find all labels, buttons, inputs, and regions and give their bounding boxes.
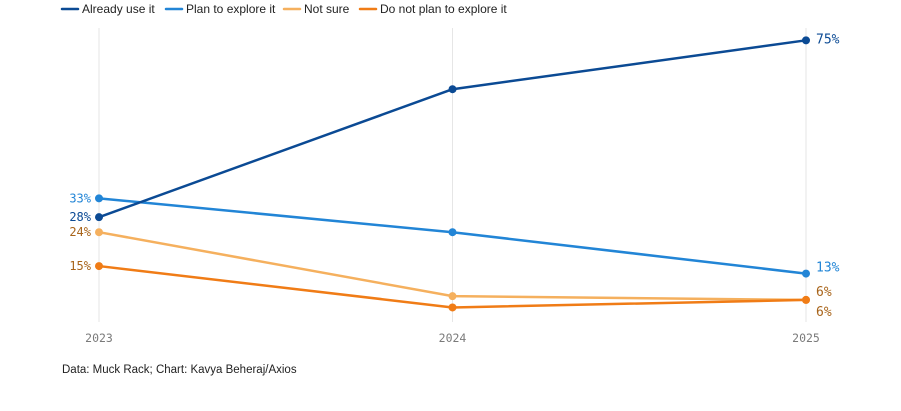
point-do-not-plan-to-explore-it-2024 (448, 303, 457, 312)
label-not-sure-2025: 6% (816, 285, 832, 300)
label-do-not-plan-to-explore-it-2025: 6% (816, 305, 832, 320)
label-plan-to-explore-it-2023: 33% (69, 191, 91, 205)
legend-label-do-not-plan-to-explore-it: Do not plan to explore it (380, 2, 507, 16)
x-tick-2023: 2023 (85, 331, 113, 345)
label-do-not-plan-to-explore-it-2023: 15% (69, 259, 91, 273)
label-already-use-it-2023: 28% (69, 210, 91, 224)
data-labels: 28% 75% 33% 13% 24% 6% 15% 6% (69, 32, 839, 320)
point-already-use-it-2025 (802, 36, 810, 45)
point-plan-to-explore-it-2025 (802, 269, 810, 278)
series-points (95, 36, 810, 312)
point-do-not-plan-to-explore-it-2023 (95, 262, 103, 271)
point-plan-to-explore-it-2023 (95, 194, 103, 203)
label-not-sure-2023: 24% (69, 225, 91, 239)
point-already-use-it-2023 (95, 213, 103, 222)
point-plan-to-explore-it-2024 (448, 228, 457, 237)
point-already-use-it-2024 (448, 85, 457, 94)
legend-label-already-use-it: Already use it (82, 2, 155, 16)
label-plan-to-explore-it-2025: 13% (816, 261, 840, 276)
point-not-sure-2024 (448, 292, 457, 301)
legend-label-not-sure: Not sure (304, 2, 350, 16)
x-tick-2025: 2025 (792, 331, 820, 345)
source-note: Data: Muck Rack; Chart: Kavya Beheraj/Ax… (62, 364, 297, 376)
x-axis-ticks: 2023 2024 2025 (85, 331, 820, 345)
point-do-not-plan-to-explore-it-2025 (802, 295, 810, 304)
label-already-use-it-2025: 75% (816, 32, 840, 47)
x-tick-2024: 2024 (439, 331, 467, 345)
point-not-sure-2023 (95, 228, 103, 237)
legend-label-plan-to-explore-it: Plan to explore it (186, 2, 276, 16)
legend: Already use it Plan to explore it Not sure… (60, 2, 507, 16)
